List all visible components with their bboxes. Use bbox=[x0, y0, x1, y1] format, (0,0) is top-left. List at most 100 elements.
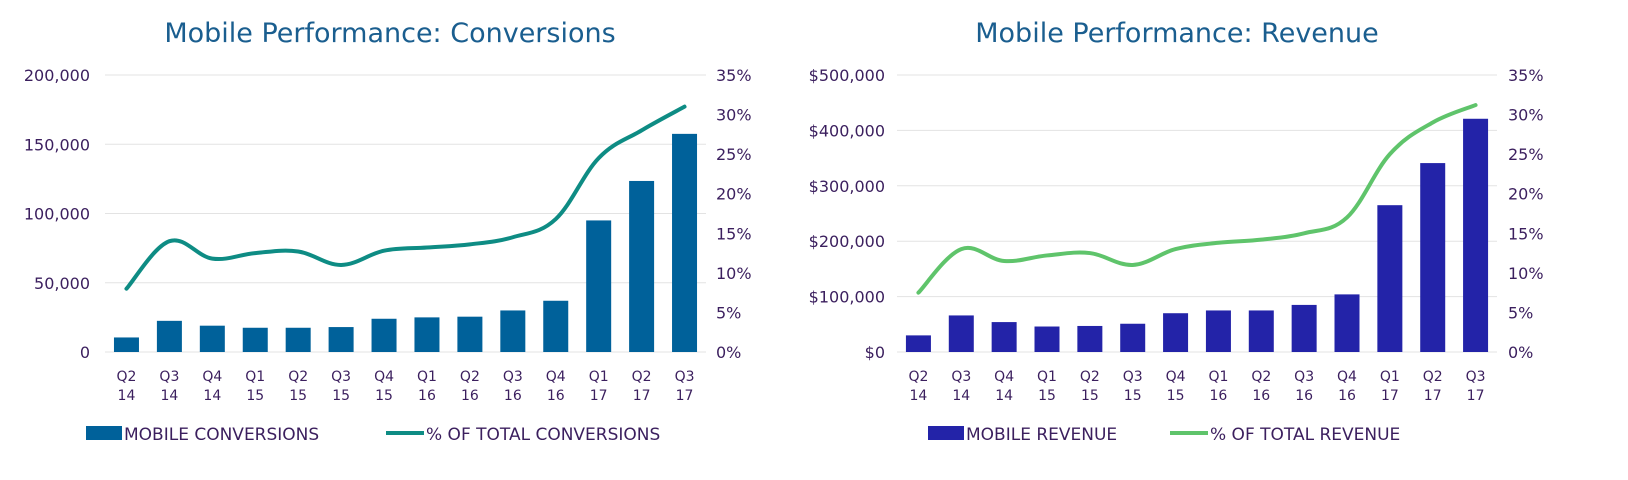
y-right-tick-label: 10% bbox=[716, 264, 752, 283]
bar bbox=[1334, 294, 1360, 352]
legend-bar-label: MOBILE REVENUE bbox=[966, 425, 1117, 445]
bar bbox=[242, 327, 268, 352]
x-tick-label-quarter: Q3 bbox=[503, 369, 523, 385]
y-right-tick-label: 0% bbox=[1508, 343, 1533, 362]
bar bbox=[285, 327, 311, 352]
x-tick-label-quarter: Q3 bbox=[1294, 369, 1314, 385]
x-tick-label-quarter: Q2 bbox=[288, 369, 308, 385]
x-tick-label-year: 14 bbox=[910, 388, 928, 404]
x-tick-label-year: 14 bbox=[995, 388, 1013, 404]
x-tick-label-quarter: Q3 bbox=[951, 369, 971, 385]
y-left-tick-label: 50,000 bbox=[34, 274, 90, 293]
y-left-tick-label: $0 bbox=[865, 343, 885, 362]
x-tick-label-quarter: Q4 bbox=[202, 369, 222, 385]
x-tick-label-quarter: Q3 bbox=[159, 369, 179, 385]
bar bbox=[371, 318, 397, 352]
x-tick-label-quarter: Q4 bbox=[994, 369, 1014, 385]
bar bbox=[1205, 310, 1231, 352]
bar bbox=[948, 315, 974, 352]
series-line bbox=[916, 103, 1478, 295]
x-tick-label-quarter: Q2 bbox=[1423, 369, 1443, 385]
x-tick-label-quarter: Q4 bbox=[1337, 369, 1357, 385]
legend-line-label: % OF TOTAL REVENUE bbox=[1210, 425, 1400, 445]
bar bbox=[991, 322, 1017, 352]
x-tick-label-quarter: Q1 bbox=[1037, 369, 1057, 385]
y-right-tick-label: 30% bbox=[1508, 106, 1544, 125]
bar bbox=[1248, 310, 1274, 352]
y-left-tick-label: 0 bbox=[80, 343, 90, 362]
chart-title: Mobile Performance: Conversions bbox=[164, 18, 615, 49]
x-tick-label-year: 17 bbox=[590, 388, 608, 404]
y-left-tick-label: 100,000 bbox=[24, 205, 90, 224]
chart-title: Mobile Performance: Revenue bbox=[975, 18, 1379, 49]
x-tick-label-quarter: Q3 bbox=[675, 369, 695, 385]
y-left-tick-label: $200,000 bbox=[809, 232, 885, 251]
x-tick-label-year: 15 bbox=[1167, 388, 1185, 404]
bar bbox=[1420, 163, 1446, 352]
y-left-tick-label: $100,000 bbox=[809, 288, 885, 307]
bar bbox=[1377, 205, 1403, 352]
x-tick-label-year: 14 bbox=[203, 388, 221, 404]
x-tick-label-quarter: Q2 bbox=[908, 369, 928, 385]
x-tick-label-year: 17 bbox=[676, 388, 694, 404]
legend-bar-swatch bbox=[86, 426, 122, 440]
x-tick-label-year: 14 bbox=[160, 388, 178, 404]
bar bbox=[457, 316, 483, 352]
y-left-tick-label: 200,000 bbox=[24, 66, 90, 85]
x-tick-label-year: 16 bbox=[1210, 388, 1228, 404]
x-tick-label-quarter: Q4 bbox=[374, 369, 394, 385]
x-tick-label-year: 15 bbox=[1081, 388, 1099, 404]
y-right-tick-label: 35% bbox=[1508, 66, 1544, 85]
y-right-tick-label: 5% bbox=[1508, 303, 1533, 322]
y-right-tick-label: 20% bbox=[1508, 185, 1544, 204]
bar bbox=[500, 310, 526, 352]
x-tick-label-year: 16 bbox=[504, 388, 522, 404]
legend-bar-label: MOBILE CONVERSIONS bbox=[124, 425, 319, 445]
chart-1: Mobile Performance: Revenue $0 $100,000 $20… bbox=[809, 18, 1544, 445]
series-line bbox=[124, 104, 687, 291]
bar bbox=[1463, 118, 1489, 353]
x-tick-label-quarter: Q1 bbox=[417, 369, 437, 385]
bar bbox=[113, 337, 139, 352]
y-right-tick-label: 30% bbox=[716, 106, 752, 125]
x-tick-label-year: 14 bbox=[952, 388, 970, 404]
bar bbox=[1034, 326, 1060, 352]
x-tick-label-quarter: Q3 bbox=[331, 369, 351, 385]
y-right-tick-label: 25% bbox=[716, 145, 752, 164]
x-tick-label-quarter: Q4 bbox=[1166, 369, 1186, 385]
x-tick-label-quarter: Q2 bbox=[1080, 369, 1100, 385]
legend-bar-swatch bbox=[928, 426, 964, 440]
x-tick-label-year: 16 bbox=[461, 388, 479, 404]
x-tick-label-quarter: Q4 bbox=[546, 369, 566, 385]
y-right-tick-label: 15% bbox=[1508, 224, 1544, 243]
bar bbox=[1163, 313, 1189, 352]
x-tick-label-quarter: Q3 bbox=[1466, 369, 1486, 385]
x-tick-label-year: 16 bbox=[547, 388, 565, 404]
bar bbox=[586, 220, 612, 352]
x-tick-label-year: 16 bbox=[418, 388, 436, 404]
x-tick-label-year: 14 bbox=[118, 388, 136, 404]
x-tick-label-year: 15 bbox=[332, 388, 350, 404]
x-tick-label-quarter: Q2 bbox=[116, 369, 136, 385]
x-tick-label-year: 16 bbox=[1252, 388, 1270, 404]
bar bbox=[156, 320, 182, 352]
bar bbox=[1291, 304, 1317, 352]
x-tick-label-quarter: Q1 bbox=[1208, 369, 1228, 385]
y-right-tick-label: 15% bbox=[716, 224, 752, 243]
y-left-tick-label: 150,000 bbox=[24, 135, 90, 154]
y-right-tick-label: 0% bbox=[716, 343, 741, 362]
bar bbox=[905, 335, 931, 352]
y-right-tick-label: 10% bbox=[1508, 264, 1544, 283]
bar bbox=[629, 180, 655, 352]
bar bbox=[1077, 325, 1103, 352]
y-right-tick-label: 25% bbox=[1508, 145, 1544, 164]
x-tick-label-quarter: Q1 bbox=[1380, 369, 1400, 385]
bar bbox=[543, 300, 569, 352]
bar bbox=[199, 325, 225, 352]
x-tick-label-year: 17 bbox=[1381, 388, 1399, 404]
x-tick-label-year: 15 bbox=[289, 388, 307, 404]
bar bbox=[414, 317, 440, 352]
y-left-tick-label: $500,000 bbox=[809, 66, 885, 85]
